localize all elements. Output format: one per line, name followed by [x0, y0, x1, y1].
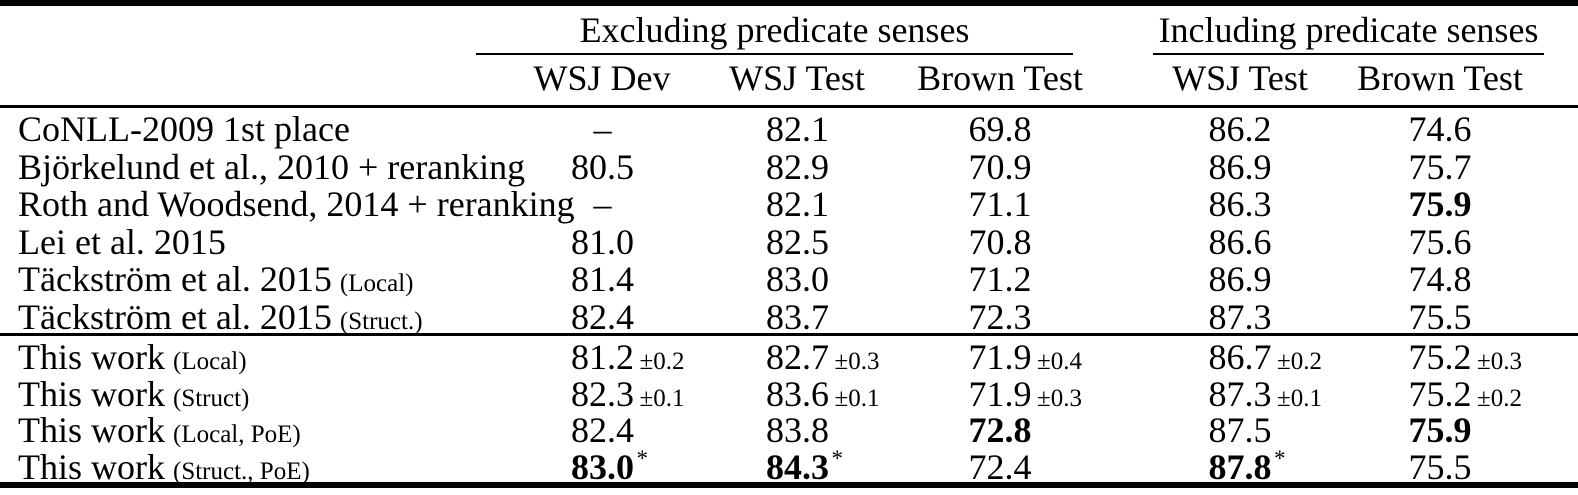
cell-wsj-dev: 81.2 ±0.2	[571, 337, 685, 377]
section-divider-rule	[0, 333, 1578, 336]
table-row: Täckström et al. 2015 (Struct.) 82.4 83.7…	[0, 296, 1578, 337]
row-label: This work (Struct)	[18, 373, 250, 414]
cell-wsj-test-incl: 86.9	[1208, 259, 1272, 299]
table-row: This work (Struct., PoE) 83.0 * 84.3 * 72.4…	[0, 446, 1578, 487]
col-header-wsj-test-incl: WSJ Test	[1172, 58, 1308, 98]
cell-brown-test-incl: 75.7	[1408, 146, 1472, 187]
cell-brown-test-excl: 69.8	[968, 109, 1032, 149]
cell-brown-test-excl: 72.4	[968, 446, 1032, 487]
cell-wsj-test-incl: 87.8 *	[1208, 445, 1286, 487]
cell-wsj-dev: 82.4	[571, 296, 634, 337]
group-header-including: Including predicate senses	[1158, 10, 1539, 50]
table-row: Täckström et al. 2015 (Local) 81.4 83.0 7…	[0, 258, 1578, 299]
cell-brown-test-incl: 75.9	[1408, 410, 1472, 450]
cell-wsj-test-incl: 87.5	[1208, 410, 1272, 450]
col-header-brown-test-incl: Brown Test	[1357, 58, 1523, 98]
cell-brown-test-excl: 71.9 ±0.3	[968, 373, 1082, 414]
cell-wsj-dev: 83.0 *	[571, 445, 648, 487]
row-label: This work (Local)	[18, 337, 247, 377]
cell-wsj-test-incl: 86.9	[1208, 146, 1272, 187]
cell-wsj-dev: –	[593, 184, 612, 224]
cell-wsj-test-excl: 83.7	[766, 296, 829, 337]
cell-wsj-test-excl: 82.1	[766, 109, 829, 149]
cell-wsj-dev: 82.4	[571, 410, 634, 450]
col-header-wsj-test-excl: WSJ Test	[729, 58, 865, 98]
row-label: This work (Struct., PoE)	[18, 446, 310, 487]
table-row: CoNLL-2009 1st place – 82.1 69.8 86.2 74…	[0, 108, 1578, 149]
cell-brown-test-excl: 71.2	[968, 259, 1032, 299]
cell-wsj-test-incl: 86.6	[1208, 221, 1272, 262]
cell-wsj-test-incl: 86.3	[1208, 184, 1272, 224]
cell-wsj-dev: 82.3 ±0.1	[571, 373, 685, 414]
row-label: Roth and Woodsend, 2014 + reranking	[18, 184, 575, 224]
table-top-rule	[0, 0, 1578, 6]
cell-wsj-test-excl: 82.1	[766, 184, 829, 224]
cell-wsj-test-excl: 83.6 ±0.1	[766, 373, 880, 414]
row-label: Björkelund et al., 2010 + reranking	[18, 146, 526, 187]
cell-brown-test-incl: 75.9	[1408, 184, 1472, 224]
table-row: Roth and Woodsend, 2014 + reranking – 82…	[0, 183, 1578, 224]
cell-wsj-test-incl: 86.7 ±0.2	[1208, 337, 1322, 377]
cell-wsj-test-excl: 83.0	[766, 259, 829, 299]
row-label: CoNLL-2009 1st place	[18, 109, 350, 149]
cell-brown-test-incl: 75.5	[1408, 296, 1472, 337]
cell-brown-test-incl: 75.5	[1408, 446, 1472, 487]
cell-brown-test-incl: 75.6	[1408, 221, 1472, 262]
table-bottom-rule	[0, 482, 1578, 488]
col-header-brown-test-excl: Brown Test	[917, 58, 1083, 98]
table-row: Lei et al. 2015 81.0 82.5 70.8 86.6 75.6	[0, 221, 1578, 262]
cell-wsj-test-excl: 84.3 *	[766, 445, 843, 487]
cell-wsj-test-excl: 82.5	[766, 221, 829, 262]
cell-brown-test-incl: 74.8	[1408, 259, 1472, 299]
cell-brown-test-excl: 71.1	[968, 184, 1032, 224]
row-label: Lei et al. 2015	[18, 221, 226, 262]
cell-wsj-test-incl: 87.3	[1208, 296, 1272, 337]
table-row: This work (Local) 81.2 ±0.2 82.7 ±0.3 71.9 ±…	[0, 336, 1578, 377]
cell-wsj-test-excl: 83.8	[766, 410, 829, 450]
cell-brown-test-excl: 72.3	[968, 296, 1032, 337]
this-work-section: This work (Local) 81.2 ±0.2 82.7 ±0.3 71.9 ±…	[0, 336, 1578, 487]
cell-wsj-test-incl: 86.2	[1208, 109, 1272, 149]
cell-brown-test-excl: 72.8	[968, 410, 1032, 450]
cell-wsj-dev: 81.0	[571, 221, 634, 262]
table-row: This work (Struct) 82.3 ±0.1 83.6 ±0.1 71.9…	[0, 373, 1578, 414]
table-header: Excluding predicate senses Including pre…	[0, 6, 1578, 105]
cell-brown-test-excl: 71.9 ±0.4	[968, 337, 1082, 377]
table-row: Björkelund et al., 2010 + reranking 80.5…	[0, 146, 1578, 187]
cell-wsj-test-incl: 87.3 ±0.1	[1208, 373, 1322, 414]
row-label: Täckström et al. 2015 (Local)	[18, 259, 414, 299]
cell-brown-test-incl: 74.6	[1408, 109, 1472, 149]
cell-wsj-dev: –	[593, 109, 612, 149]
cell-wsj-test-excl: 82.9	[766, 146, 829, 187]
group-header-excluding: Excluding predicate senses	[579, 10, 970, 50]
prior-work-section: CoNLL-2009 1st place – 82.1 69.8 86.2 74…	[0, 108, 1578, 337]
table-row: This work (Local, PoE) 82.4 83.8 72.8 87.…	[0, 409, 1578, 450]
row-label: This work (Local, PoE)	[18, 410, 301, 450]
row-label: Täckström et al. 2015 (Struct.)	[18, 296, 423, 337]
cell-brown-test-incl: 75.2 ±0.3	[1408, 337, 1522, 377]
cell-brown-test-excl: 70.8	[968, 221, 1032, 262]
cell-wsj-dev: 80.5	[571, 146, 634, 187]
header-bottom-rule	[0, 105, 1578, 108]
cell-brown-test-excl: 70.9	[968, 146, 1032, 187]
cmidrule-excluding	[476, 53, 1073, 55]
col-header-wsj-dev: WSJ Dev	[533, 58, 671, 98]
cmidrule-including	[1153, 53, 1544, 55]
cell-brown-test-incl: 75.2 ±0.2	[1408, 373, 1522, 414]
cell-wsj-test-excl: 82.7 ±0.3	[766, 337, 880, 377]
cell-wsj-dev: 81.4	[571, 259, 634, 299]
